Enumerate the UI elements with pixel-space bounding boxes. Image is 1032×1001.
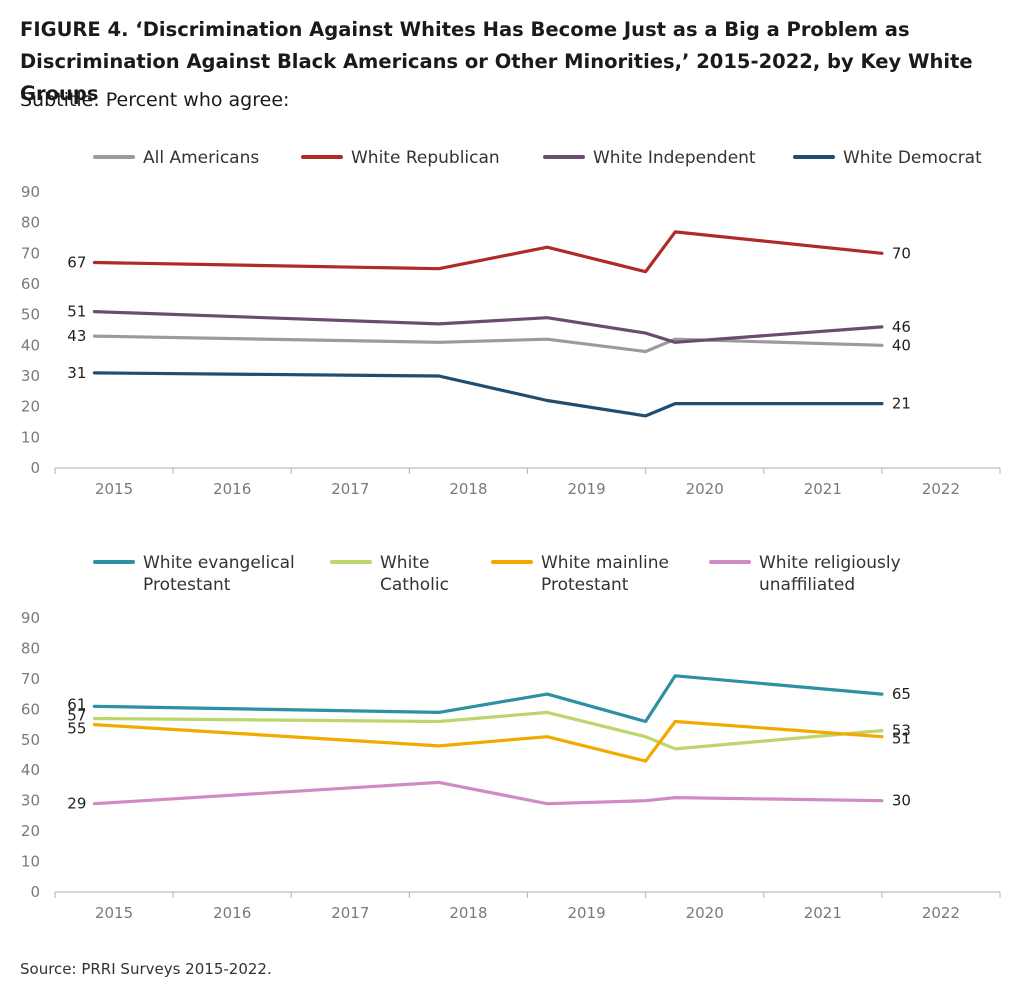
legend-label: Catholic bbox=[380, 575, 449, 595]
x-tick-label: 2015 bbox=[95, 904, 133, 922]
data-label-start: 31 bbox=[67, 364, 86, 382]
y-tick-label: 20 bbox=[21, 398, 40, 416]
legend-label: Protestant bbox=[143, 575, 231, 595]
legend-label: White religiously bbox=[759, 553, 901, 573]
y-tick-label: 60 bbox=[21, 700, 40, 718]
x-tick-label: 2019 bbox=[567, 904, 605, 922]
data-label-end: 51 bbox=[892, 730, 911, 748]
y-tick-label: 60 bbox=[21, 275, 40, 293]
legend-label: White Independent bbox=[593, 148, 756, 168]
x-tick-label: 2016 bbox=[213, 480, 251, 498]
x-tick-label: 2022 bbox=[922, 480, 960, 498]
data-label-end: 65 bbox=[892, 685, 911, 703]
data-label-end: 21 bbox=[892, 395, 911, 413]
x-tick-label: 2017 bbox=[331, 480, 369, 498]
x-tick-label: 2017 bbox=[331, 904, 369, 922]
x-tick-label: 2015 bbox=[95, 480, 133, 498]
legend-label: unaffiliated bbox=[759, 575, 855, 595]
legend-label: Protestant bbox=[541, 575, 629, 595]
y-tick-label: 90 bbox=[21, 183, 40, 201]
y-tick-label: 70 bbox=[21, 670, 40, 688]
data-label-start: 55 bbox=[67, 720, 86, 738]
x-tick-label: 2019 bbox=[567, 480, 605, 498]
y-tick-label: 10 bbox=[21, 853, 40, 871]
series-line bbox=[92, 230, 884, 274]
data-label-start: 51 bbox=[67, 303, 86, 321]
chart-title: FIGURE 4. ‘Discrimination Against Whites… bbox=[20, 18, 973, 105]
data-label-start: 43 bbox=[67, 327, 86, 345]
x-tick-label: 2022 bbox=[922, 904, 960, 922]
y-tick-label: 70 bbox=[21, 244, 40, 262]
y-tick-label: 0 bbox=[30, 883, 40, 901]
y-tick-label: 30 bbox=[21, 367, 40, 385]
chart-subtitle: Subtitle: Percent who agree: bbox=[20, 89, 290, 111]
data-label-start: 61 bbox=[67, 695, 86, 713]
legend-label: White bbox=[380, 553, 429, 573]
y-tick-label: 40 bbox=[21, 336, 40, 354]
legend-label: White mainline bbox=[541, 553, 669, 573]
y-tick-label: 10 bbox=[21, 428, 40, 446]
x-tick-label: 2018 bbox=[449, 904, 487, 922]
y-tick-label: 40 bbox=[21, 761, 40, 779]
y-tick-label: 0 bbox=[30, 459, 40, 477]
data-label-start: 29 bbox=[67, 795, 86, 813]
y-tick-label: 90 bbox=[21, 609, 40, 627]
data-label-start: 57 bbox=[67, 706, 86, 724]
legend-label: White evangelical bbox=[143, 553, 295, 573]
x-tick-label: 2016 bbox=[213, 904, 251, 922]
y-tick-label: 50 bbox=[21, 731, 40, 749]
data-label-end: 30 bbox=[892, 792, 911, 810]
series-line bbox=[92, 719, 884, 763]
legend-label: White Democrat bbox=[843, 148, 982, 168]
y-tick-label: 20 bbox=[21, 822, 40, 840]
y-tick-label: 30 bbox=[21, 792, 40, 810]
legend-label: All Americans bbox=[143, 148, 259, 168]
data-label-end: 40 bbox=[892, 336, 911, 354]
x-tick-label: 2020 bbox=[686, 904, 724, 922]
data-label-end: 70 bbox=[892, 244, 911, 262]
x-tick-label: 2021 bbox=[804, 480, 842, 498]
x-tick-label: 2018 bbox=[449, 480, 487, 498]
x-tick-label: 2020 bbox=[686, 480, 724, 498]
data-label-start: 67 bbox=[67, 254, 86, 272]
x-tick-label: 2021 bbox=[804, 904, 842, 922]
source-note: Source: PRRI Surveys 2015-2022. bbox=[20, 960, 272, 978]
legend-label: White Republican bbox=[351, 148, 500, 168]
y-tick-label: 50 bbox=[21, 306, 40, 324]
series-line bbox=[92, 371, 884, 418]
y-tick-label: 80 bbox=[21, 639, 40, 657]
series-line bbox=[92, 334, 884, 354]
data-label-end: 53 bbox=[892, 722, 911, 740]
series-line bbox=[92, 780, 884, 806]
series-line bbox=[92, 310, 884, 344]
series-line bbox=[92, 710, 884, 751]
series-line bbox=[92, 674, 884, 724]
y-tick-label: 80 bbox=[21, 214, 40, 232]
data-label-end: 46 bbox=[892, 318, 911, 336]
